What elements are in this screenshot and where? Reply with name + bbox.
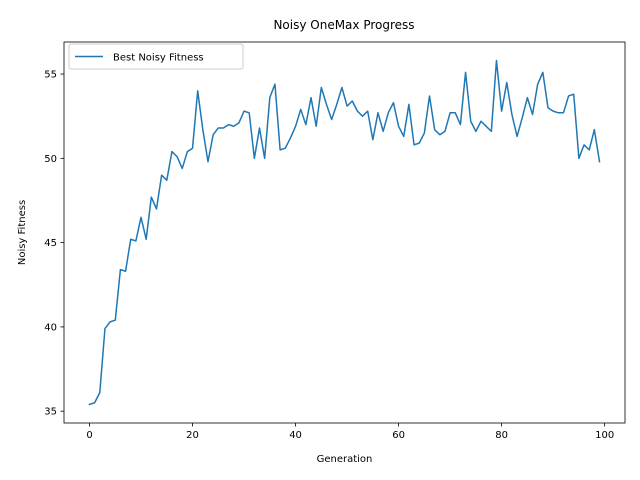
chart-title: Noisy OneMax Progress (273, 18, 414, 32)
y-tick-label: 40 (44, 322, 57, 333)
x-tick-label: 20 (186, 430, 199, 441)
x-axis-ticks: 0 20 40 60 80 100 (86, 423, 614, 441)
x-tick-label: 60 (392, 430, 405, 441)
series-line-best-noisy-fitness (88, 59, 601, 406)
x-tick-label: 100 (595, 430, 614, 441)
y-tick-label: 50 (44, 154, 57, 165)
legend-box (68, 43, 244, 70)
y-tick-label: 45 (44, 238, 57, 249)
x-tick-label: 80 (495, 430, 508, 441)
legend: Best Noisy Fitness (68, 43, 244, 70)
y-axis-ticks: 35 40 45 50 55 (44, 70, 64, 418)
legend-label: Best Noisy Fitness (113, 53, 204, 64)
y-axis-label: Noisy Fitness (17, 200, 28, 265)
y-tick-label: 55 (44, 70, 57, 81)
x-tick-label: 40 (289, 430, 302, 441)
plot-area (88, 59, 601, 406)
plot-frame (63, 41, 626, 424)
x-axis-label: Generation (317, 454, 373, 465)
y-tick-label: 35 (44, 407, 57, 418)
x-tick-label: 0 (86, 430, 92, 441)
